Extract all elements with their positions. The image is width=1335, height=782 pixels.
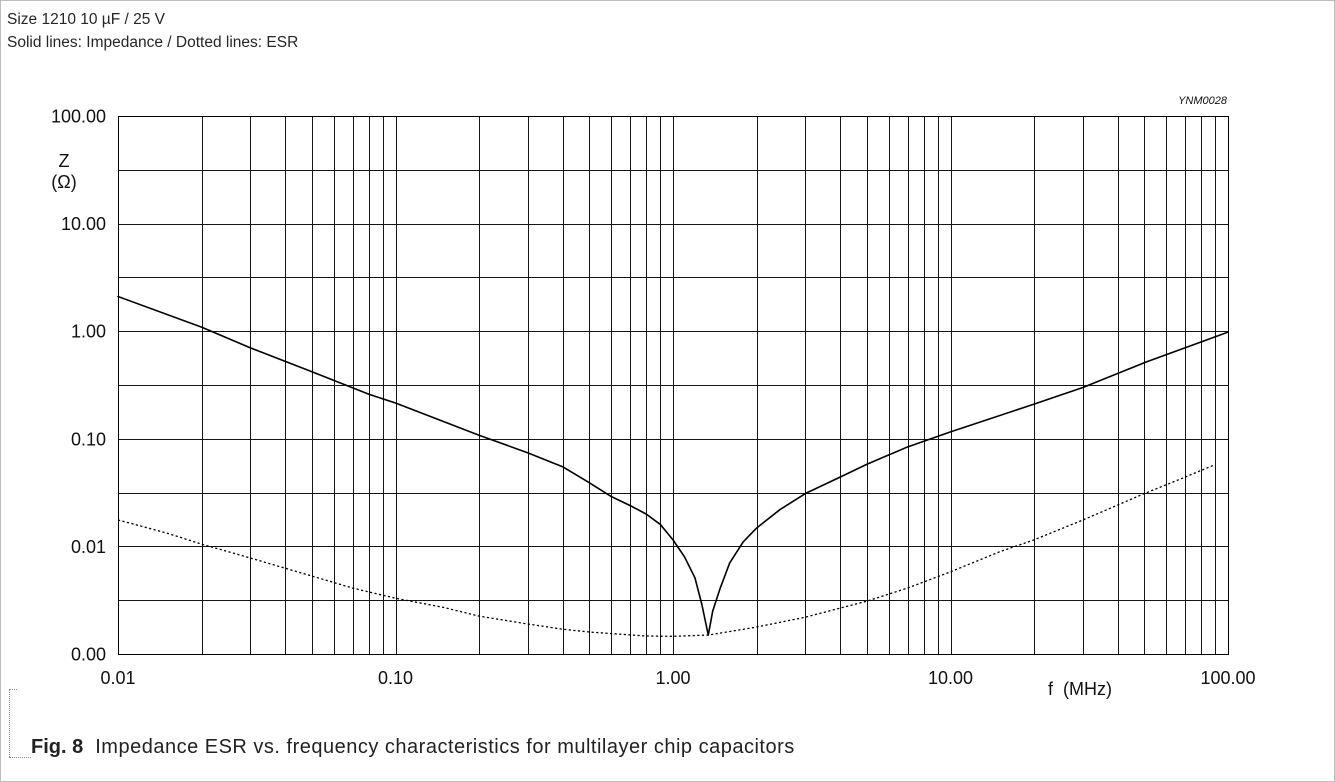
- figure-code: YNM0028: [1178, 95, 1228, 107]
- y-tick-label: 0.00: [71, 645, 106, 665]
- x-tick-label: 100.00: [1200, 668, 1255, 688]
- capacitor-spec: Size 1210 10 µF / 25 V: [7, 11, 165, 28]
- plot-frame: [117, 115, 1230, 656]
- x-tick-label: 0.01: [100, 668, 135, 688]
- legend-separator: /: [167, 34, 172, 51]
- x-axis-label: f (MHz): [1048, 679, 1112, 699]
- caption-bracket-bottom: [9, 757, 31, 758]
- figure-caption: Fig. 8 Impedance ESR vs. frequency charac…: [31, 735, 795, 759]
- y-tick-label: 0.01: [71, 537, 106, 557]
- dotted-lines-label: Dotted lines:: [175, 34, 263, 51]
- plot-area: [117, 115, 1230, 656]
- line-style-legend: Solid lines: Impedance / Dotted lines: E…: [7, 33, 298, 53]
- caption-bracket: [9, 689, 10, 757]
- y-axis-unit: (Ω): [51, 172, 76, 192]
- x-tick-label: 10.00: [928, 668, 973, 688]
- axis-ticks: 100.00 10.00 1.00 0.10 0.01 0.00 0.01 0.10 1.00 1…: [51, 107, 1256, 689]
- esr-line: [117, 464, 1215, 637]
- y-tick-label: 100.00: [51, 107, 106, 127]
- x-tick-label: 1.00: [655, 668, 690, 688]
- caption-text: Impedance ESR vs. frequency characterist…: [95, 736, 795, 758]
- impedance-line: [117, 295, 1229, 636]
- x-tick-label: 0.10: [378, 668, 413, 688]
- esr-series-name: ESR: [266, 34, 299, 51]
- y-tick-label: 1.00: [71, 322, 106, 342]
- solid-lines-label: Solid lines:: [7, 34, 82, 51]
- figure-number: Fig. 8: [31, 736, 84, 758]
- grid: [118, 116, 1228, 655]
- y-tick-label: 10.00: [61, 214, 106, 234]
- y-tick-label: 0.10: [71, 429, 106, 449]
- caption-bracket-top: [9, 689, 17, 690]
- y-axis-label: Z: [59, 151, 70, 171]
- impedance-series-name: Impedance: [86, 34, 163, 51]
